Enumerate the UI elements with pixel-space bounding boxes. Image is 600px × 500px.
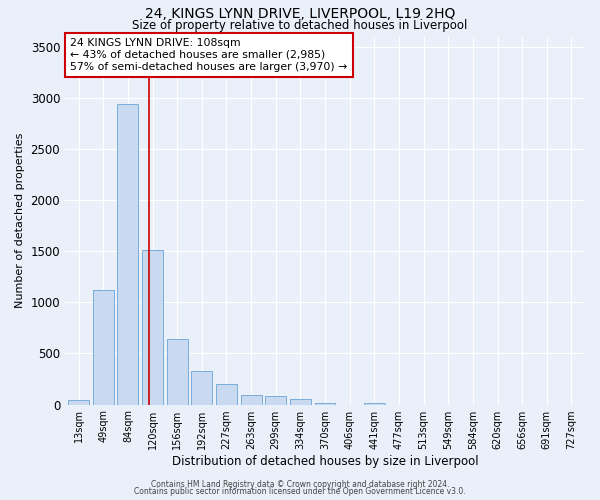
Bar xyxy=(93,290,114,405)
Bar xyxy=(290,400,311,404)
Y-axis label: Number of detached properties: Number of detached properties xyxy=(15,133,25,308)
Bar xyxy=(364,403,385,404)
Bar xyxy=(314,402,335,404)
Bar xyxy=(167,339,188,404)
Bar xyxy=(241,396,262,404)
Bar xyxy=(216,384,237,404)
Bar xyxy=(265,396,286,404)
Bar xyxy=(68,400,89,404)
Text: Size of property relative to detached houses in Liverpool: Size of property relative to detached ho… xyxy=(133,18,467,32)
Text: Contains HM Land Registry data © Crown copyright and database right 2024.: Contains HM Land Registry data © Crown c… xyxy=(151,480,449,489)
Bar xyxy=(118,104,139,405)
Bar xyxy=(142,250,163,404)
Bar xyxy=(191,371,212,404)
Text: 24, KINGS LYNN DRIVE, LIVERPOOL, L19 2HQ: 24, KINGS LYNN DRIVE, LIVERPOOL, L19 2HQ xyxy=(145,8,455,22)
X-axis label: Distribution of detached houses by size in Liverpool: Distribution of detached houses by size … xyxy=(172,454,478,468)
Text: 24 KINGS LYNN DRIVE: 108sqm
← 43% of detached houses are smaller (2,985)
57% of : 24 KINGS LYNN DRIVE: 108sqm ← 43% of det… xyxy=(70,38,347,72)
Text: Contains public sector information licensed under the Open Government Licence v3: Contains public sector information licen… xyxy=(134,487,466,496)
